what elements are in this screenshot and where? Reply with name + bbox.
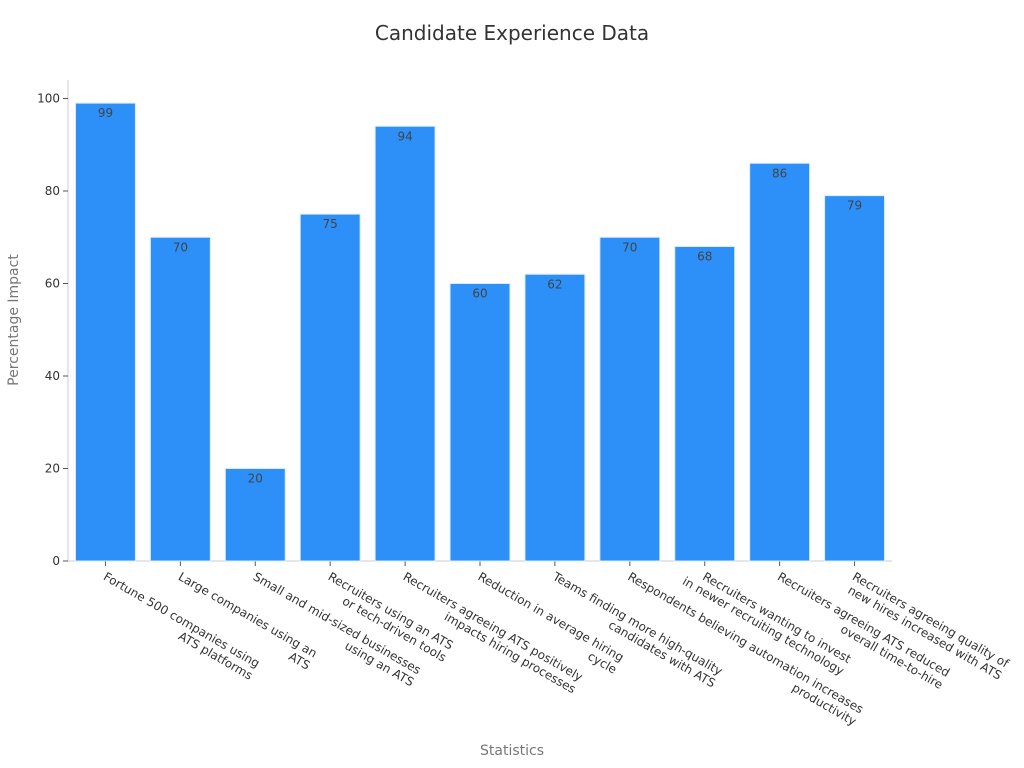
category-label-line: Recruiters using an ATS: [326, 569, 456, 652]
bar: [149, 236, 211, 562]
bar-value-label: 62: [547, 277, 562, 291]
bar-value-label: 94: [397, 129, 412, 143]
y-tick-label: 0: [52, 554, 60, 568]
bar-value-label: 70: [173, 240, 188, 254]
y-tick-label: 20: [45, 462, 60, 476]
bar: [599, 236, 661, 562]
y-tick-label: 80: [45, 184, 60, 198]
y-tick-label: 100: [37, 92, 60, 106]
bar: [674, 246, 736, 562]
y-axis: 0 20 40 60 80 100: [37, 80, 69, 568]
bar-value-label: 60: [472, 287, 487, 301]
category-label-line: Recruiters wanting to invest: [700, 569, 853, 666]
y-tick-label: 40: [45, 369, 60, 383]
bar-value-label: 79: [847, 199, 862, 213]
bar-value-label: 68: [697, 250, 712, 264]
bar: [449, 283, 511, 562]
bar: [224, 468, 286, 562]
bar-value-label: 86: [772, 166, 787, 180]
bar: [374, 125, 436, 562]
bar: [824, 195, 886, 562]
x-axis-title: Statistics: [480, 743, 544, 759]
bar-value-label: 99: [98, 106, 113, 120]
data-labels-group: 99 70 20 75 94 60 62 70 68 86 79: [98, 106, 862, 485]
x-axis: [68, 560, 892, 566]
bar-value-label: 75: [323, 217, 338, 231]
bar: [74, 102, 136, 562]
bar: [524, 273, 586, 562]
chart-title: Candidate Experience Data: [375, 21, 649, 45]
bars-group: [74, 102, 886, 562]
bar-value-label: 20: [248, 472, 263, 486]
bar: [299, 213, 361, 562]
y-tick-label: 60: [45, 277, 60, 291]
bar: [749, 162, 811, 562]
bar-value-label: 70: [622, 240, 637, 254]
y-axis-title: Percentage Impact: [6, 254, 22, 386]
